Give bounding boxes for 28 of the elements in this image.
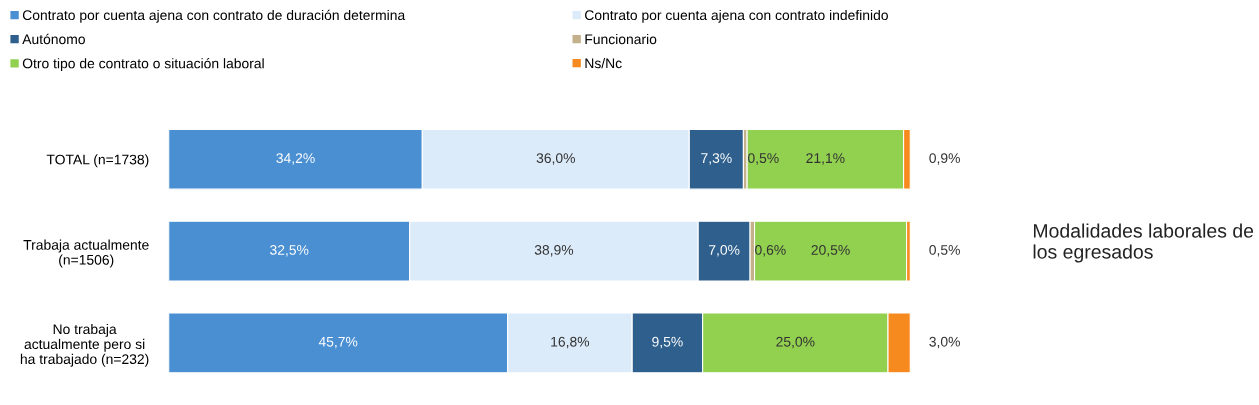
- data-label: 0,6%: [755, 244, 786, 257]
- data-label: 9,5%: [652, 336, 683, 349]
- legend-label: Funcionario: [585, 33, 657, 45]
- y-tick-label: Trabaja actualmente (n=1506): [23, 239, 149, 268]
- data-label: 34,2%: [276, 153, 315, 165]
- data-label: 0,5%: [929, 244, 960, 257]
- legend-label: Contrato por cuenta ajena con contrato de duración determina: [22, 9, 406, 23]
- data-label: 45,7%: [318, 336, 358, 349]
- data-label: 21,1%: [806, 153, 845, 165]
- bar: [753, 220, 908, 282]
- data-label: 7,0%: [709, 244, 740, 257]
- text: Modalidades laborales de los egresados: [1033, 223, 1254, 263]
- data-label: 38,9%: [534, 244, 574, 257]
- data-label: 0,5%: [748, 153, 779, 165]
- data-label: 20,5%: [811, 244, 850, 257]
- data-label: 32,5%: [270, 244, 309, 257]
- y-tick-label: TOTAL (n=1738): [46, 154, 149, 168]
- legend-label: Otro tipo de contrato o situación laboral: [22, 58, 264, 72]
- data-label: 3,0%: [929, 336, 960, 349]
- legend-label: Autónomo: [22, 33, 85, 45]
- data-label: 36,0%: [536, 153, 575, 165]
- legend-label: Ns/Nc: [585, 58, 622, 69]
- legend-label: Contrato por cuenta ajena con contrato indefinido: [585, 9, 888, 23]
- y-tick-label: No trabaja actualmente pero si ha trabajado (n=232): [20, 323, 149, 367]
- data-label: 7,3%: [701, 153, 732, 165]
- data-label: 16,8%: [551, 336, 590, 349]
- data-label: 0,9%: [929, 153, 960, 165]
- data-label: 25,0%: [776, 336, 815, 349]
